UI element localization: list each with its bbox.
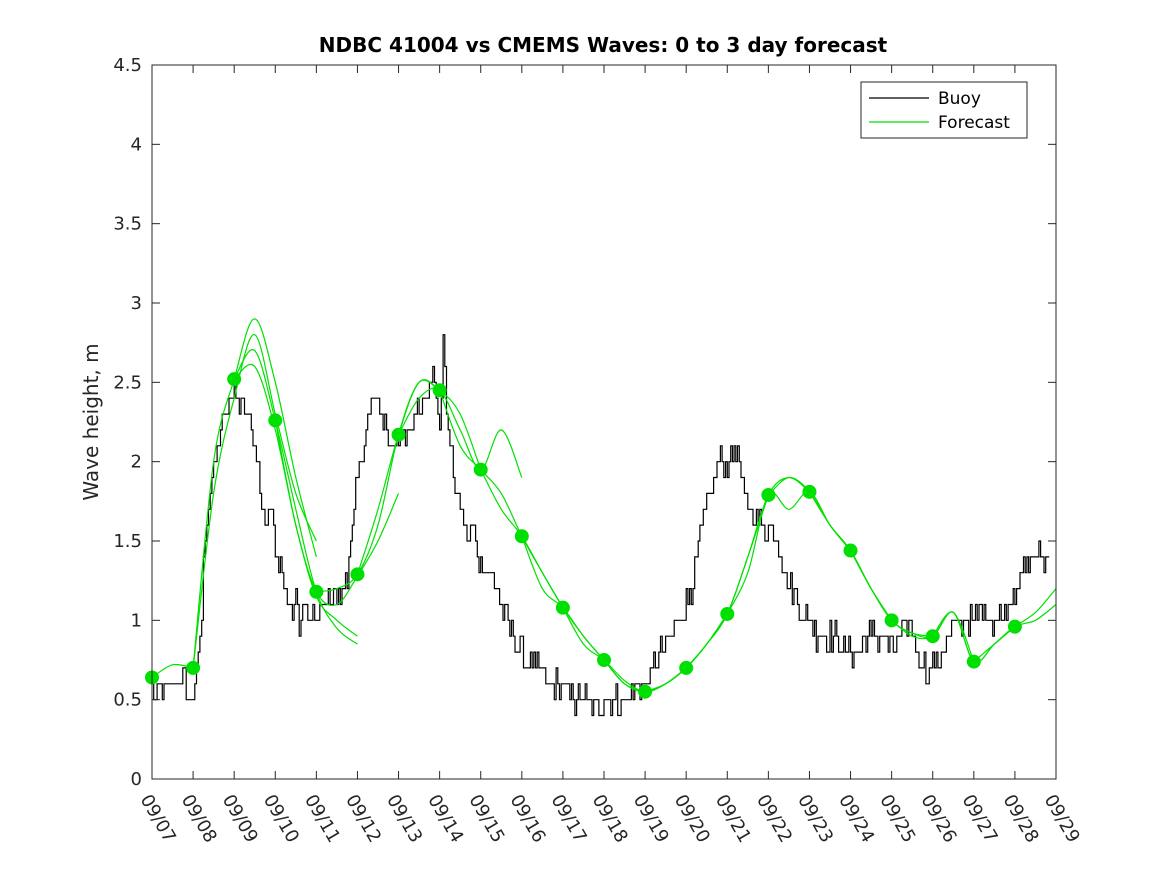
- forecast-marker: [350, 567, 365, 582]
- forecast-marker: [597, 653, 611, 667]
- y-tick-label: 4: [131, 134, 142, 155]
- y-tick-label: 3.5: [113, 214, 142, 235]
- forecast-run-line: [192, 318, 317, 668]
- y-tick-label: 3: [131, 293, 142, 314]
- buoy-series: [152, 334, 1050, 717]
- forecast-marker: [268, 413, 283, 428]
- y-tick-label: 2.5: [113, 372, 142, 393]
- forecast-run-line: [274, 420, 400, 607]
- y-tick-label: 2: [131, 452, 142, 473]
- plot-area: [152, 65, 1056, 779]
- y-tick-label: 0: [131, 769, 142, 790]
- forecast-marker: [186, 660, 201, 675]
- forecast-run-line: [397, 387, 523, 478]
- forecast-marker: [679, 660, 694, 675]
- forecast-marker: [925, 629, 940, 644]
- legend-buoy-label: Buoy: [938, 89, 981, 109]
- forecast-marker: [802, 484, 817, 499]
- forecast-marker: [761, 487, 776, 502]
- y-tick-label: 0.5: [113, 690, 142, 711]
- forecast-marker: [227, 372, 242, 387]
- forecast-marker: [966, 654, 981, 669]
- y-axis-label: Wave height, m: [79, 343, 103, 500]
- forecast-marker: [884, 613, 899, 628]
- forecast-run-line: [356, 379, 482, 575]
- forecast-series: [151, 318, 1057, 693]
- y-tick-label: 1.5: [113, 531, 142, 552]
- forecast-marker: [473, 462, 488, 477]
- forecast-marker: [391, 427, 406, 442]
- forecast-run-line: [192, 334, 317, 668]
- buoy-line: [152, 334, 1050, 717]
- legend: Buoy Forecast: [860, 81, 1028, 139]
- forecast-markers: [145, 372, 1022, 699]
- y-tick-label: 4.5: [113, 55, 142, 76]
- forecast-marker: [555, 600, 570, 615]
- legend-box: [860, 81, 1028, 139]
- chart-title: NDBC 41004 vs CMEMS Waves: 0 to 3 day fo…: [319, 33, 888, 57]
- forecast-marker: [843, 543, 858, 558]
- forecast-marker: [638, 684, 653, 699]
- y-tick-label: 1: [131, 610, 142, 631]
- forecast-marker: [1007, 619, 1022, 634]
- forecast-run-line: [233, 349, 358, 645]
- forecast-marker: [309, 584, 324, 599]
- legend-forecast-label: Forecast: [938, 113, 1010, 133]
- forecast-marker: [720, 606, 735, 621]
- y-axis: 0 0.5 1 1.5 2 2.5 3 3.5 4 4.5: [113, 55, 1056, 790]
- forecast-marker: [514, 529, 529, 544]
- forecast-marker: [432, 383, 447, 398]
